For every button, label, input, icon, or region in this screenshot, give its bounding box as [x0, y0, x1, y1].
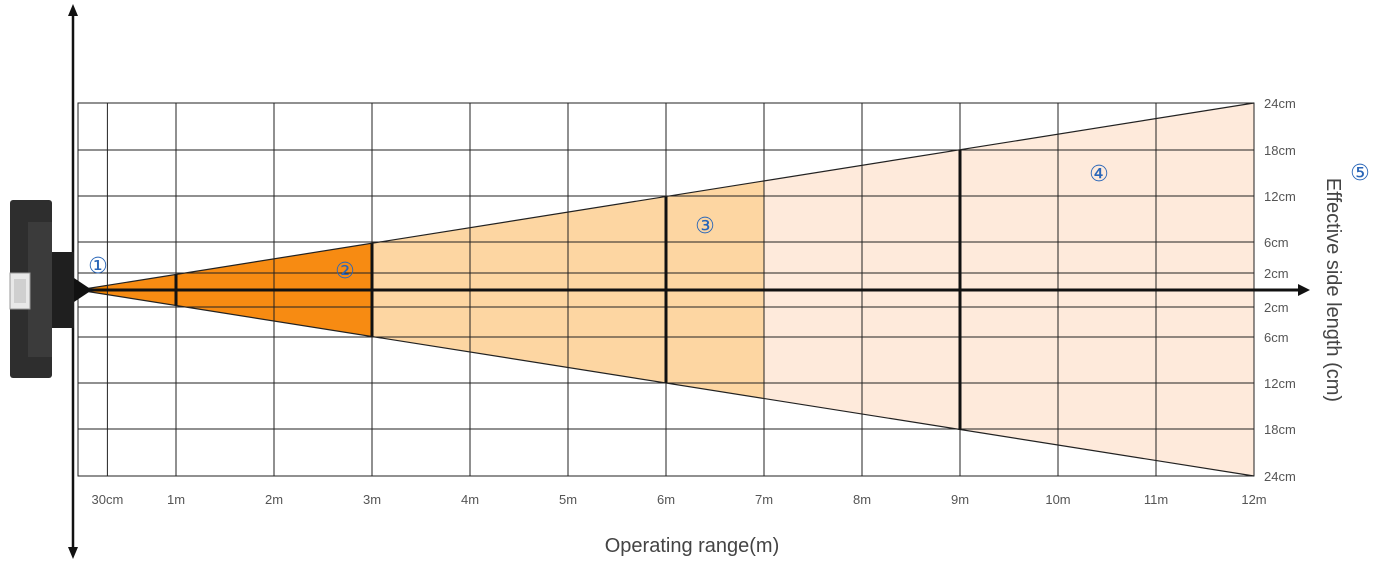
x-tick-label: 8m — [853, 492, 871, 507]
zone-marker-2: ② — [335, 259, 355, 284]
x-tick-labels: 30cm 1m 2m 3m 4m 5m 6m 7m 8m 9m 10m 11m 12m — [92, 492, 1267, 507]
beam-edge-upper — [77, 102, 1255, 291]
y-tick-label: 18cm — [1264, 143, 1296, 158]
x-tick-label: 2m — [265, 492, 283, 507]
x-tick-label: 1m — [167, 492, 185, 507]
device-lens-mount — [52, 252, 74, 328]
x-tick-label: 6m — [657, 492, 675, 507]
x-tick-label: 11m — [1144, 492, 1168, 507]
y-tick-label: 12cm — [1264, 376, 1296, 391]
x-tick-label: 3m — [363, 492, 381, 507]
y-tick-label: 6cm — [1264, 235, 1289, 250]
y-tick-label: 12cm — [1264, 189, 1296, 204]
x-tick-label: 7m — [755, 492, 773, 507]
x-tick-label: 10m — [1045, 492, 1070, 507]
zone-marker-1: ① — [88, 254, 108, 279]
sensor-device-icon — [9, 200, 92, 378]
y-tick-label: 18cm — [1264, 422, 1296, 437]
y-axis-title: Effective side length (cm) — [1322, 178, 1344, 402]
y-tick-label: 24cm — [1264, 96, 1296, 111]
y-tick-label: 6cm — [1264, 330, 1289, 345]
x-tick-label: 4m — [461, 492, 479, 507]
x-axis-title: Operating range(m) — [605, 535, 780, 557]
x-tick-label: 5m — [559, 492, 577, 507]
zone-marker-3: ③ — [695, 214, 715, 239]
y-axis-title-marker: ⑤ — [1350, 161, 1370, 186]
arrow-up-icon — [68, 4, 78, 16]
zone-markers: ① ② ③ ④ — [88, 162, 1109, 284]
y-tick-label: 2cm — [1264, 300, 1289, 315]
arrow-right-icon — [1298, 284, 1310, 296]
arrow-down-icon — [68, 547, 78, 559]
x-tick-label: 12m — [1241, 492, 1266, 507]
x-tick-label: 9m — [951, 492, 969, 507]
beam-edges — [77, 102, 1255, 477]
zone-marker-4: ④ — [1089, 162, 1109, 187]
y-tick-label: 2cm — [1264, 266, 1289, 281]
y-tick-label: 24cm — [1264, 469, 1296, 484]
device-emitter — [74, 278, 92, 302]
x-tick-label: 30cm — [92, 492, 124, 507]
device-body-inner — [28, 222, 52, 357]
device-window-inner — [14, 279, 26, 303]
y-tick-labels: 24cm 18cm 12cm 6cm 2cm 2cm 6cm 12cm 18cm 24cm — [1264, 96, 1296, 484]
